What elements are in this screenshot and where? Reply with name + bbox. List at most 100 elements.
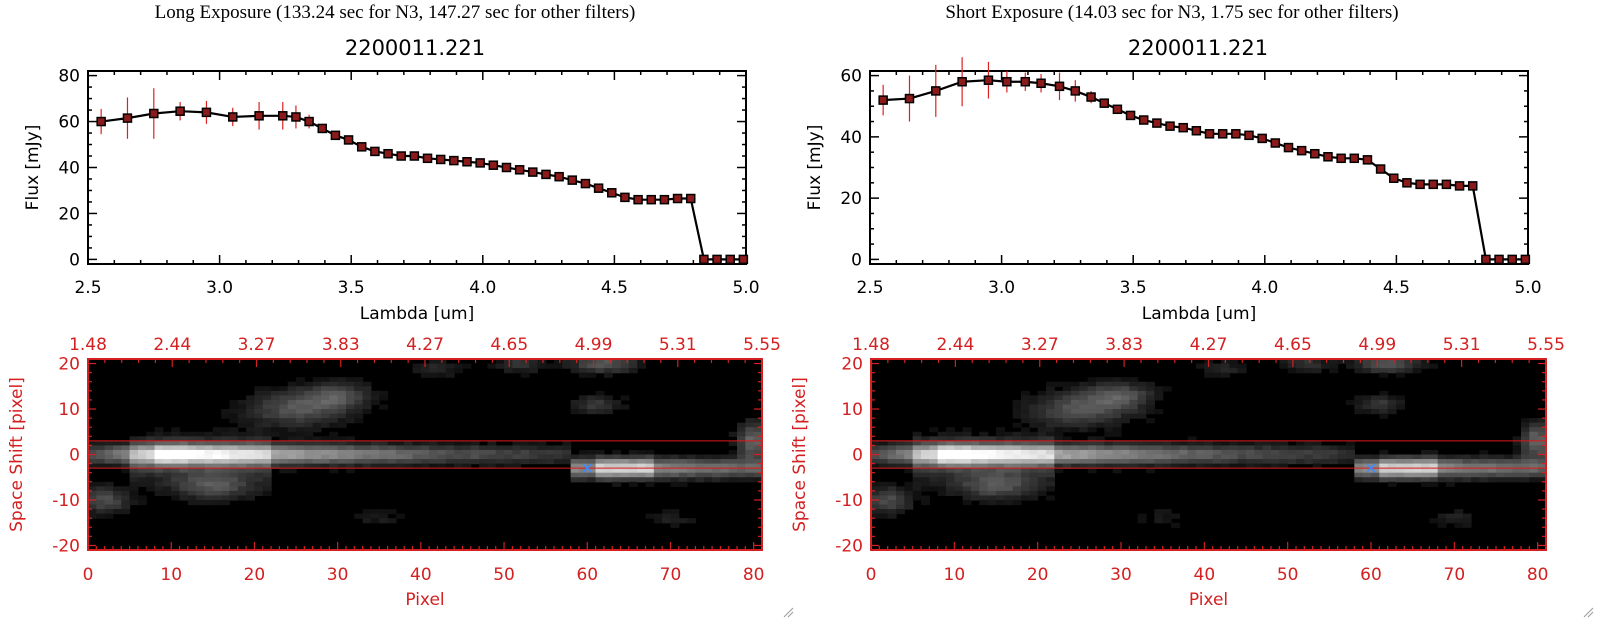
image-pixel — [304, 445, 314, 451]
image-pixel — [695, 468, 705, 474]
image-pixel — [304, 413, 314, 419]
image-pixel — [454, 454, 464, 460]
image-pixel — [104, 463, 114, 469]
image-pixel — [179, 431, 189, 437]
image-pixel — [1221, 463, 1230, 469]
resize-grip-icon[interactable] — [1582, 606, 1594, 618]
image-pixel — [246, 404, 256, 410]
image-pixel — [504, 463, 513, 469]
image-pixel — [1029, 422, 1039, 428]
image-pixel — [1096, 436, 1105, 442]
image-pixel — [979, 431, 989, 437]
image-pixel — [1287, 368, 1297, 374]
image-pixel — [229, 495, 239, 501]
image-pixel — [1312, 359, 1322, 365]
image-pixel — [296, 445, 305, 451]
image-pixel — [1162, 513, 1172, 519]
image-top-tick-label: 4.65 — [490, 335, 528, 355]
image-pixel — [1121, 399, 1130, 406]
image-pixel — [121, 459, 131, 465]
image-pixel — [1304, 440, 1314, 447]
image-pixel — [1046, 486, 1055, 492]
image-pixel — [1096, 454, 1105, 460]
image-pixel — [745, 463, 755, 469]
image-pixel — [1362, 477, 1372, 483]
image-pixel — [1104, 445, 1114, 451]
image-pixel — [946, 481, 955, 487]
image-pixel — [1029, 445, 1039, 451]
image-pixel — [237, 463, 247, 469]
image-pixel — [979, 459, 989, 465]
image-pixel — [1021, 404, 1030, 410]
image-pixel — [595, 459, 605, 465]
image-pixel — [246, 481, 256, 487]
image-pixel — [570, 477, 580, 483]
image-pixel — [1046, 440, 1055, 447]
image-pixel — [670, 518, 680, 524]
image-pixel — [171, 495, 181, 501]
image-pixel — [196, 472, 206, 478]
image-pixel — [921, 445, 930, 451]
image-pixel — [687, 518, 697, 524]
image-pixel — [187, 495, 197, 501]
image-pixel — [937, 477, 947, 483]
image-pixel — [1329, 459, 1339, 465]
image-pixel — [1012, 436, 1022, 442]
image-pixel — [753, 468, 763, 474]
image-pixel — [1096, 459, 1105, 465]
image-pixel — [1046, 459, 1055, 465]
image-pixel — [1054, 390, 1064, 396]
image-pixel — [1037, 413, 1047, 419]
image-pixel — [645, 449, 655, 456]
image-pixel — [254, 449, 264, 456]
y-axis-label: Flux [mJy] — [23, 125, 43, 211]
image-pixel — [146, 463, 156, 469]
image-pixel — [954, 486, 964, 492]
image-pixel — [879, 454, 889, 460]
image-pixel — [1087, 413, 1097, 419]
image-pixel — [345, 454, 355, 460]
image-pixel — [429, 372, 439, 378]
image-pixel — [121, 449, 131, 456]
image-pixel — [1204, 368, 1214, 374]
flux-point — [646, 194, 656, 205]
image-pixel — [137, 472, 147, 478]
image-pixel — [1154, 449, 1164, 456]
image-pixel — [187, 445, 197, 451]
image-pixel — [1337, 445, 1347, 451]
image-pixel — [745, 427, 755, 433]
image-pixel — [354, 459, 364, 465]
image-pixel — [1521, 440, 1530, 447]
image-pixel — [1129, 454, 1139, 460]
image-pixel — [1254, 445, 1264, 451]
image-pixel — [262, 386, 272, 392]
image-pixel — [1337, 459, 1347, 465]
image-pixel — [354, 463, 364, 469]
image-pixel — [395, 513, 405, 519]
image-top-tick-label: 4.99 — [1358, 335, 1396, 355]
image-pixel — [1396, 404, 1405, 410]
image-pixel — [287, 449, 297, 456]
image-pixel — [987, 486, 997, 492]
image-pixel — [1037, 445, 1047, 451]
image-pixel — [745, 454, 755, 460]
image-x-tick-label: 70 — [660, 565, 682, 585]
resize-grip-icon[interactable] — [782, 606, 794, 618]
image-pixel — [329, 399, 339, 406]
image-pixel — [553, 363, 563, 369]
image-pixel — [1246, 440, 1255, 447]
image-pixel — [187, 486, 197, 492]
image-pixel — [1021, 413, 1030, 419]
image-pixel — [487, 449, 497, 456]
image-pixel — [1054, 395, 1064, 401]
image-pixel — [221, 495, 231, 501]
image-pixel — [1096, 463, 1105, 469]
image-pixel — [962, 495, 972, 501]
image-pixel — [637, 477, 647, 483]
image-pixel — [329, 381, 339, 387]
image-pixel — [429, 463, 439, 469]
image-pixel — [254, 454, 264, 460]
image-pixel — [254, 386, 264, 392]
x-tick-label: 3.0 — [988, 278, 1015, 298]
flux-point — [738, 254, 749, 265]
